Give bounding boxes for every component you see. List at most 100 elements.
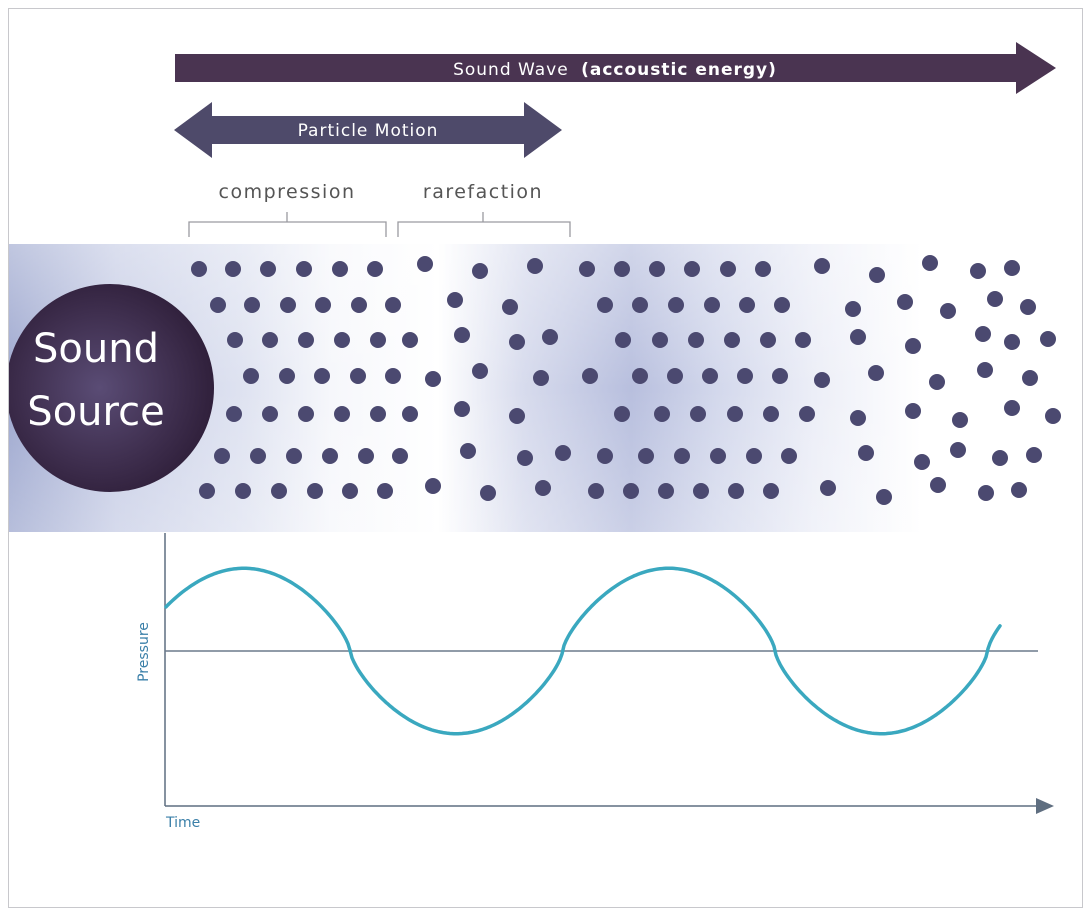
particle-dot bbox=[243, 368, 259, 384]
graph-x-axis-arrowhead bbox=[1036, 798, 1054, 814]
particle-dot bbox=[597, 448, 613, 464]
particle-dot bbox=[392, 448, 408, 464]
particle-dot bbox=[987, 291, 1003, 307]
particle-dot bbox=[820, 480, 836, 496]
particle-dot bbox=[940, 303, 956, 319]
particle-dot bbox=[814, 258, 830, 274]
particle-dot bbox=[688, 332, 704, 348]
particle-dot bbox=[755, 261, 771, 277]
particle-dot bbox=[402, 332, 418, 348]
graph-x-label: Time bbox=[165, 815, 200, 831]
particle-dot bbox=[869, 267, 885, 283]
particle-dot bbox=[260, 261, 276, 277]
particle-dot bbox=[614, 406, 630, 422]
particle-dot bbox=[930, 477, 946, 493]
particle-dot bbox=[632, 297, 648, 313]
particle-dot bbox=[658, 483, 674, 499]
particle-dot bbox=[922, 255, 938, 271]
particle-dot bbox=[978, 485, 994, 501]
particle-dot bbox=[542, 329, 558, 345]
particle-dot bbox=[850, 329, 866, 345]
particle-dot bbox=[702, 368, 718, 384]
particle-dot bbox=[502, 299, 518, 315]
pressure-curve bbox=[164, 566, 1002, 736]
particle-dot bbox=[799, 406, 815, 422]
particle-dot bbox=[334, 406, 350, 422]
sound-source-line2: Source bbox=[27, 389, 164, 435]
particle-dot bbox=[623, 483, 639, 499]
particle-dot bbox=[425, 371, 441, 387]
compression-bracket bbox=[188, 212, 387, 237]
particle-dot bbox=[227, 332, 243, 348]
particle-dot bbox=[307, 483, 323, 499]
rarefaction-bracket bbox=[397, 212, 571, 237]
particle-dot bbox=[533, 370, 549, 386]
particle-dot bbox=[905, 338, 921, 354]
sound-source-line1: Sound bbox=[33, 326, 159, 372]
particle-dot bbox=[472, 263, 488, 279]
particle-dot bbox=[454, 327, 470, 343]
graph-y-label: Pressure bbox=[136, 622, 152, 682]
particle-dot bbox=[845, 301, 861, 317]
particle-dot bbox=[1004, 334, 1020, 350]
particle-dot bbox=[358, 448, 374, 464]
particle-dot bbox=[454, 401, 470, 417]
particle-dot bbox=[774, 297, 790, 313]
particle-dot bbox=[210, 297, 226, 313]
rarefaction-label: rarefaction bbox=[423, 181, 543, 203]
particle-motion-arrow bbox=[174, 102, 562, 158]
particle-dot bbox=[199, 483, 215, 499]
particle-dot bbox=[447, 292, 463, 308]
particle-dot bbox=[668, 297, 684, 313]
particle-dot bbox=[667, 368, 683, 384]
particle-dot bbox=[638, 448, 654, 464]
particle-dot bbox=[214, 448, 230, 464]
sound-source-circle bbox=[9, 284, 214, 492]
particle-dot bbox=[342, 483, 358, 499]
particle-dot bbox=[370, 332, 386, 348]
particle-dot bbox=[298, 406, 314, 422]
particle-dot bbox=[720, 261, 736, 277]
particle-dot bbox=[191, 261, 207, 277]
particle-dot bbox=[914, 454, 930, 470]
particle-dot bbox=[876, 489, 892, 505]
particle-dot bbox=[385, 297, 401, 313]
particle-dot bbox=[897, 294, 913, 310]
particle-dot bbox=[693, 483, 709, 499]
particle-dot bbox=[417, 256, 433, 272]
particle-dot bbox=[1040, 331, 1056, 347]
particle-dot bbox=[1020, 299, 1036, 315]
particle-dot bbox=[1045, 408, 1061, 424]
particle-dot bbox=[728, 483, 744, 499]
particle-dot bbox=[579, 261, 595, 277]
particle-dot bbox=[850, 410, 866, 426]
particle-dot bbox=[1022, 370, 1038, 386]
particle-dot bbox=[970, 263, 986, 279]
particle-dot bbox=[425, 478, 441, 494]
particle-field bbox=[191, 255, 1061, 505]
particle-dot bbox=[370, 406, 386, 422]
particle-dot bbox=[763, 483, 779, 499]
particle-dot bbox=[727, 406, 743, 422]
diagram-frame bbox=[8, 8, 1083, 908]
particle-dot bbox=[315, 297, 331, 313]
particle-dot bbox=[279, 368, 295, 384]
particle-dot bbox=[296, 261, 312, 277]
particle-dot bbox=[226, 406, 242, 422]
particle-dot bbox=[367, 261, 383, 277]
particle-dot bbox=[472, 363, 488, 379]
particle-dot bbox=[950, 442, 966, 458]
particle-dot bbox=[710, 448, 726, 464]
sound-wave-arrow bbox=[175, 42, 1056, 94]
particle-dot bbox=[460, 443, 476, 459]
particle-dot bbox=[760, 332, 776, 348]
particle-dot bbox=[674, 448, 690, 464]
particle-dot bbox=[262, 406, 278, 422]
particle-dot bbox=[632, 368, 648, 384]
particle-dot bbox=[704, 297, 720, 313]
particle-dot bbox=[1026, 447, 1042, 463]
compression-label: compression bbox=[219, 181, 356, 203]
particle-dot bbox=[280, 297, 296, 313]
particle-dot bbox=[262, 332, 278, 348]
